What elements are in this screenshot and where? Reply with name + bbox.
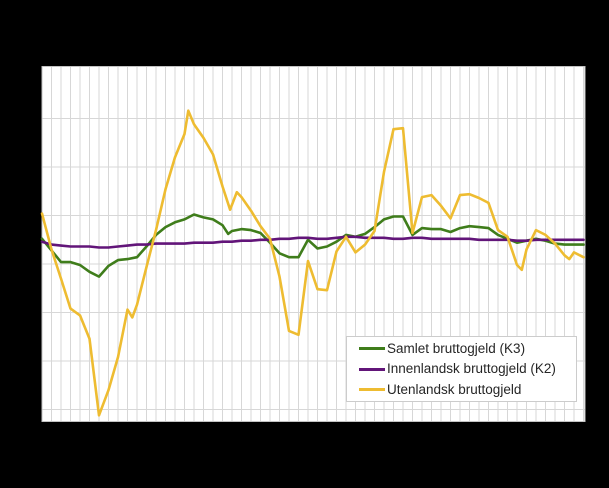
legend-item-utenlandsk-bruttogjeld[interactable]: Utenlandsk bruttogjeld (359, 381, 576, 399)
legend-item-samlet-bruttogjeld-k3[interactable]: Samlet bruttogjeld (K3) (359, 340, 576, 358)
legend-label: Utenlandsk bruttogjeld (387, 381, 522, 397)
chart-legend: Samlet bruttogjeld (K3) Innenlandsk brut… (346, 336, 577, 402)
plot-border (41, 66, 586, 422)
series-line-2-utenlandsk-bruttogjeld (40, 109, 585, 417)
legend-swatch-yellow-line (359, 388, 385, 391)
legend-swatch-purple-line (359, 367, 385, 371)
legend-swatch-green-line (359, 347, 385, 350)
series-line-0-samlet-bruttogjeld-k3 (40, 213, 585, 278)
legend-item-innenlandsk-bruttogjeld-k2[interactable]: Innenlandsk bruttogjeld (K2) (359, 360, 576, 378)
legend-label: Samlet bruttogjeld (K3) (387, 340, 526, 356)
series-line-1-innenlandsk-bruttogjeld-k2 (40, 235, 585, 249)
legend-label: Innenlandsk bruttogjeld (K2) (387, 361, 556, 377)
